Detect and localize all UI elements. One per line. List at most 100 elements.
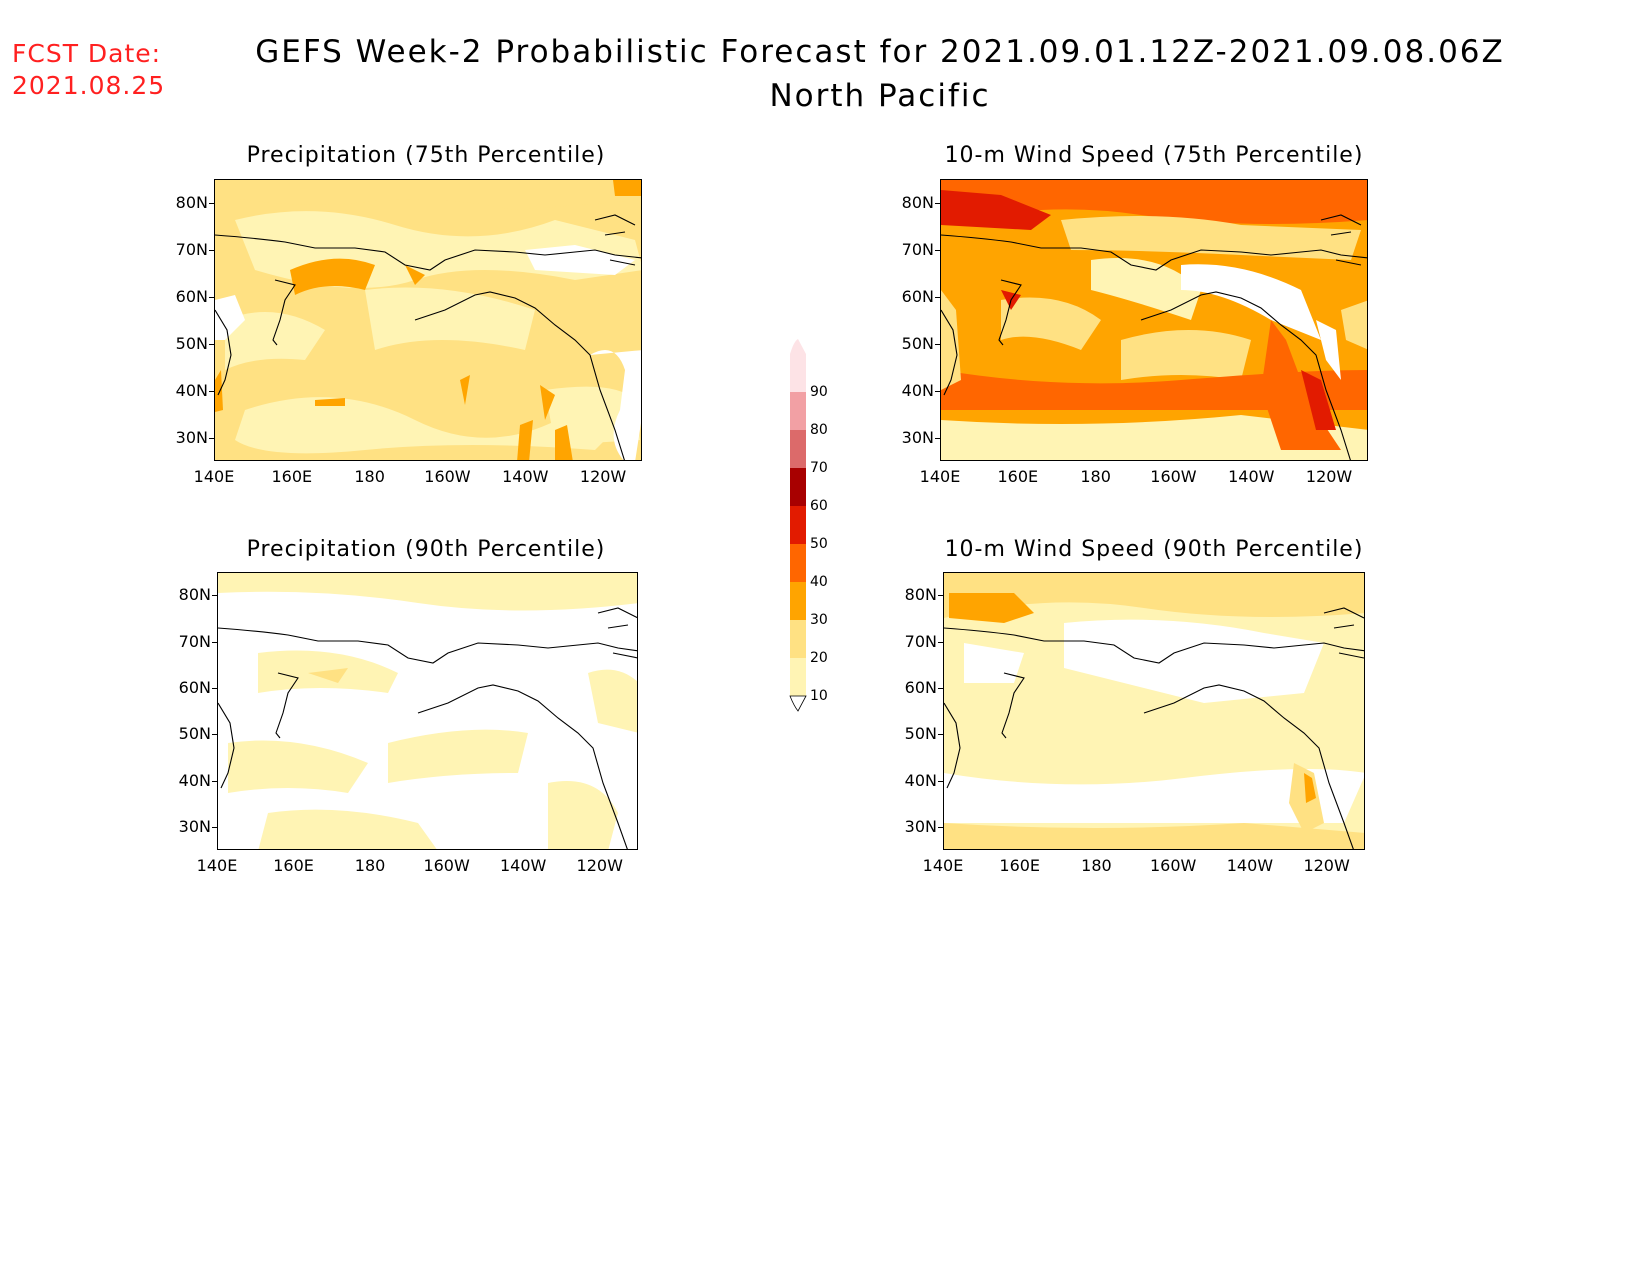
lon-tick-label: 160E (997, 467, 1039, 486)
lat-tick-label: 50N (901, 333, 934, 353)
colorbar-segment (790, 354, 806, 392)
lat-tick-label: 40N (901, 380, 934, 400)
lon-tick-label: 140W (499, 856, 547, 875)
lat-tick-mark (938, 595, 943, 597)
colorbar-top-cap (790, 339, 806, 354)
lat-tick-mark (938, 780, 943, 782)
lat-tick-mark (212, 826, 217, 828)
lon-tick-label: 180 (354, 467, 385, 486)
colorbar-label: 50 (810, 536, 828, 552)
lat-tick-mark (938, 826, 943, 828)
lon-tick-label: 120W (576, 856, 623, 875)
lon-tick-label: 160W (424, 467, 471, 486)
lat-tick-mark (209, 249, 214, 251)
lat-tick-mark (938, 641, 943, 643)
lon-tick-label: 160E (273, 856, 314, 875)
colorbar-segment (790, 392, 806, 430)
figure-subtitle: North Pacific (769, 78, 991, 114)
map-precip-90 (217, 572, 638, 850)
panel-title-wind-75: 10-m Wind Speed (75th Percentile) (944, 143, 1364, 168)
colorbar-label: 70 (810, 460, 828, 476)
lon-tick-label: 140E (196, 856, 238, 875)
colorbar-label: 90 (810, 384, 828, 400)
lat-tick-mark (209, 296, 214, 298)
colorbar-segment (790, 582, 806, 620)
map-precip-75 (214, 179, 642, 461)
lat-tick-mark (935, 202, 940, 204)
lat-tick-label: 80N (175, 192, 208, 212)
lat-tick-label: 60N (901, 286, 934, 306)
lon-tick-label: 180 (1081, 856, 1112, 875)
colorbar-label: 10 (810, 688, 828, 704)
lat-tick-label: 40N (175, 380, 208, 400)
lon-tick-label: 180 (1080, 467, 1111, 486)
lat-tick-mark (935, 390, 940, 392)
lat-tick-label: 60N (178, 677, 211, 697)
lat-tick-label: 70N (175, 239, 208, 259)
lat-tick-label: 70N (904, 631, 937, 651)
lat-tick-mark (212, 687, 217, 689)
lat-tick-label: 50N (175, 333, 208, 353)
lat-tick-mark (938, 687, 943, 689)
lon-tick-label: 140E (919, 467, 961, 486)
fcst-label-text: FCST Date: (12, 39, 162, 68)
lon-tick-label: 140W (502, 467, 549, 486)
lat-tick-mark (935, 437, 940, 439)
lon-tick-label: 160E (271, 467, 313, 486)
lon-tick-label: 120W (1303, 856, 1350, 875)
lon-tick-label: 140E (922, 856, 964, 875)
panel-title-precip-90: Precipitation (90th Percentile) (246, 537, 606, 562)
figure-title: GEFS Week-2 Probabilistic Forecast for 2… (255, 34, 1505, 70)
map-wind-90 (943, 572, 1365, 850)
lon-tick-label: 120W (579, 467, 627, 486)
colorbar-segment (790, 544, 806, 582)
colorbar-segment (790, 658, 806, 696)
colorbar-segment (790, 620, 806, 658)
lat-tick-mark (935, 343, 940, 345)
lat-tick-mark (935, 249, 940, 251)
colorbar-bottom-cap (789, 695, 807, 712)
lat-tick-label: 80N (904, 585, 937, 605)
colorbar-label: 20 (810, 650, 828, 666)
colorbar-label: 80 (810, 422, 828, 438)
lat-tick-label: 80N (901, 192, 934, 212)
lon-tick-label: 140E (193, 467, 235, 486)
lon-tick-label: 140W (1228, 467, 1275, 486)
lat-tick-mark (212, 734, 217, 736)
lon-tick-label: 160W (1150, 467, 1197, 486)
lat-tick-label: 30N (901, 427, 934, 447)
map-wind-75 (940, 179, 1368, 461)
lat-tick-label: 80N (178, 585, 211, 605)
colorbar-segment (790, 506, 806, 544)
colorbar-label: 40 (810, 574, 828, 590)
panel-title-wind-90: 10-m Wind Speed (90th Percentile) (944, 537, 1364, 562)
lon-tick-label: 160W (1149, 856, 1197, 875)
fcst-label: FCST Date: 2021.08.25 (12, 38, 165, 102)
lat-tick-mark (212, 595, 217, 597)
colorbar-segment (790, 468, 806, 506)
lat-tick-mark (209, 437, 214, 439)
lon-tick-label: 140W (1226, 856, 1274, 875)
lat-tick-mark (209, 390, 214, 392)
colorbar-segment (790, 430, 806, 468)
panel-title-precip-75: Precipitation (75th Percentile) (246, 143, 606, 168)
lon-tick-label: 120W (1305, 467, 1353, 486)
lon-tick-label: 160W (423, 856, 470, 875)
lat-tick-label: 70N (901, 239, 934, 259)
lat-tick-label: 50N (904, 724, 937, 744)
lat-tick-mark (212, 641, 217, 643)
colorbar-label: 30 (810, 612, 828, 628)
lat-tick-mark (209, 343, 214, 345)
lon-tick-label: 160E (999, 856, 1041, 875)
lat-tick-mark (209, 202, 214, 204)
lat-tick-label: 40N (904, 770, 937, 790)
lat-tick-mark (935, 296, 940, 298)
lat-tick-label: 30N (175, 427, 208, 447)
lat-tick-label: 50N (178, 724, 211, 744)
lat-tick-mark (938, 734, 943, 736)
lat-tick-label: 30N (904, 816, 937, 836)
lat-tick-mark (212, 780, 217, 782)
fcst-date-text: 2021.08.25 (12, 71, 166, 100)
lat-tick-label: 40N (178, 770, 211, 790)
lat-tick-label: 70N (178, 631, 211, 651)
